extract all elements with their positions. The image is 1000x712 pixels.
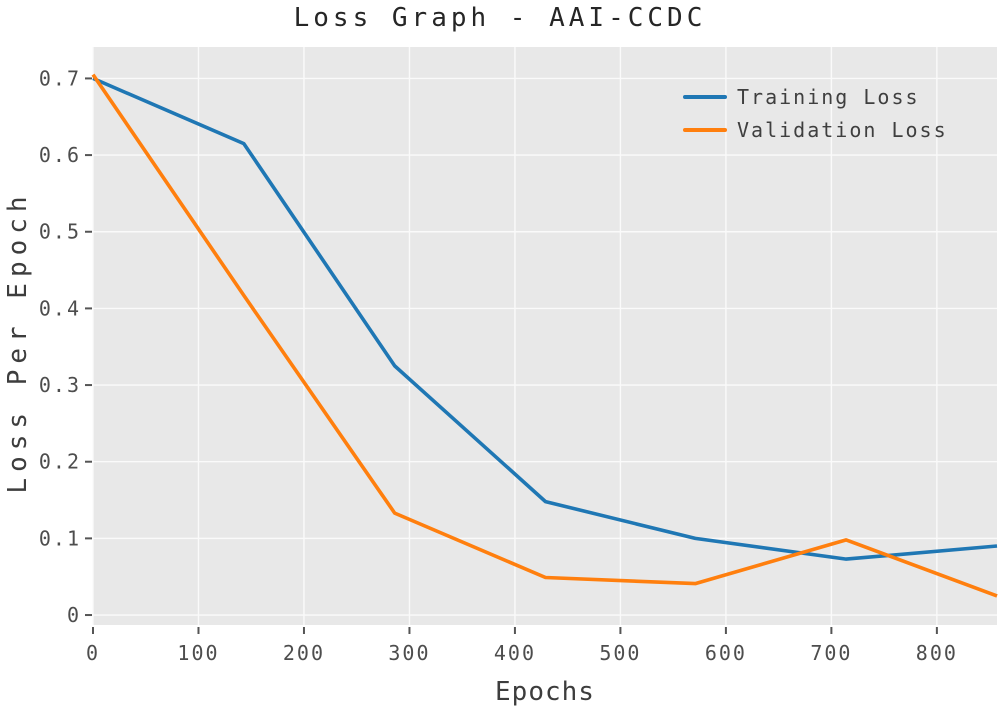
x-tick-label: 300 bbox=[388, 641, 430, 665]
y-tick-label: 0.3 bbox=[39, 373, 81, 397]
training-loss-legend-label: Training Loss bbox=[737, 85, 920, 109]
training-loss-line bbox=[92, 76, 998, 561]
y-tick-label: 0 bbox=[67, 603, 81, 627]
x-tick-label: 600 bbox=[705, 641, 747, 665]
legend-item-training-loss: Training Loss bbox=[683, 85, 948, 109]
x-tick-label: 200 bbox=[283, 641, 325, 665]
x-axis-label: Epochs bbox=[495, 677, 595, 707]
y-tick-label: 0.7 bbox=[39, 66, 81, 90]
training-loss-legend-line-icon bbox=[683, 95, 727, 99]
y-axis-label: Loss Per Epoch bbox=[3, 190, 33, 494]
x-tick-label: 0 bbox=[86, 641, 100, 665]
validation-loss-legend-label: Validation Loss bbox=[737, 118, 948, 142]
validation-loss-legend-line-icon bbox=[683, 128, 727, 132]
x-tick-label: 500 bbox=[599, 641, 641, 665]
legend: Training Loss Validation Loss bbox=[683, 85, 948, 142]
validation-loss-line bbox=[91, 73, 998, 598]
chart-title: Loss Graph - AAI-CCDC bbox=[293, 3, 707, 33]
y-tick-label: 0.6 bbox=[39, 143, 81, 167]
x-tick-label: 800 bbox=[916, 641, 958, 665]
y-tick-label: 0.1 bbox=[39, 526, 81, 550]
x-tick-label: 400 bbox=[494, 641, 536, 665]
y-tick-label: 0.2 bbox=[39, 450, 81, 474]
x-tick-label: 100 bbox=[177, 641, 219, 665]
legend-item-validation-loss: Validation Loss bbox=[683, 118, 948, 142]
x-tick-label: 700 bbox=[810, 641, 852, 665]
y-tick-label: 0.4 bbox=[39, 296, 81, 320]
y-tick-label: 0.5 bbox=[39, 220, 81, 244]
